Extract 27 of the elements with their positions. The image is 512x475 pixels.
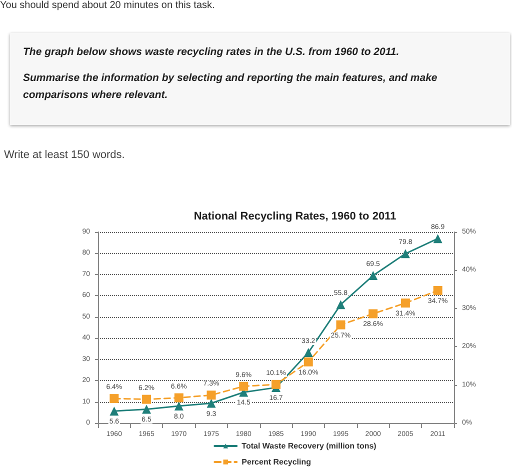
text: The graph below shows waste recycling rates in the U.S. from 1960 to 2011. <box>23 45 400 60</box>
point <box>433 234 442 244</box>
text: Summarise the information by selecting and reporting the main features, and make comparisons where relevant. <box>23 71 438 103</box>
legend-label: Percent Recycling <box>242 458 312 466</box>
point <box>142 394 152 404</box>
legend-label: Total Waste Recovery (million tons) <box>242 442 377 450</box>
point <box>400 298 410 308</box>
point <box>400 249 410 258</box>
point <box>304 357 313 366</box>
point <box>142 404 152 414</box>
point <box>336 300 346 310</box>
chart-title: National Recycling Rates, 1960 to 2011 <box>194 210 396 222</box>
point <box>304 348 313 358</box>
point <box>206 390 216 400</box>
point <box>336 320 346 330</box>
point <box>433 286 442 295</box>
point <box>174 393 184 402</box>
point <box>206 398 216 408</box>
point <box>368 271 378 280</box>
point <box>110 406 119 416</box>
point <box>368 309 378 318</box>
text: Write at least 150 words. <box>4 149 125 161</box>
point <box>174 402 184 411</box>
point <box>272 380 280 389</box>
text: You should spend about 20 minutes on this task. <box>0 0 215 12</box>
point <box>110 394 119 404</box>
point <box>239 382 248 391</box>
